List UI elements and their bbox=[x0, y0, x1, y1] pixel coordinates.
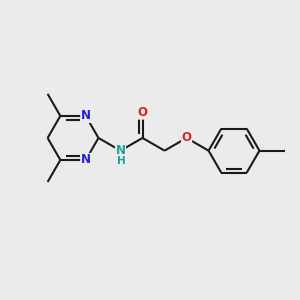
Text: N: N bbox=[81, 110, 91, 122]
Text: O: O bbox=[182, 131, 192, 145]
Text: N: N bbox=[116, 144, 125, 157]
Text: H: H bbox=[117, 156, 125, 167]
Text: O: O bbox=[137, 106, 148, 119]
Text: N: N bbox=[81, 154, 91, 166]
